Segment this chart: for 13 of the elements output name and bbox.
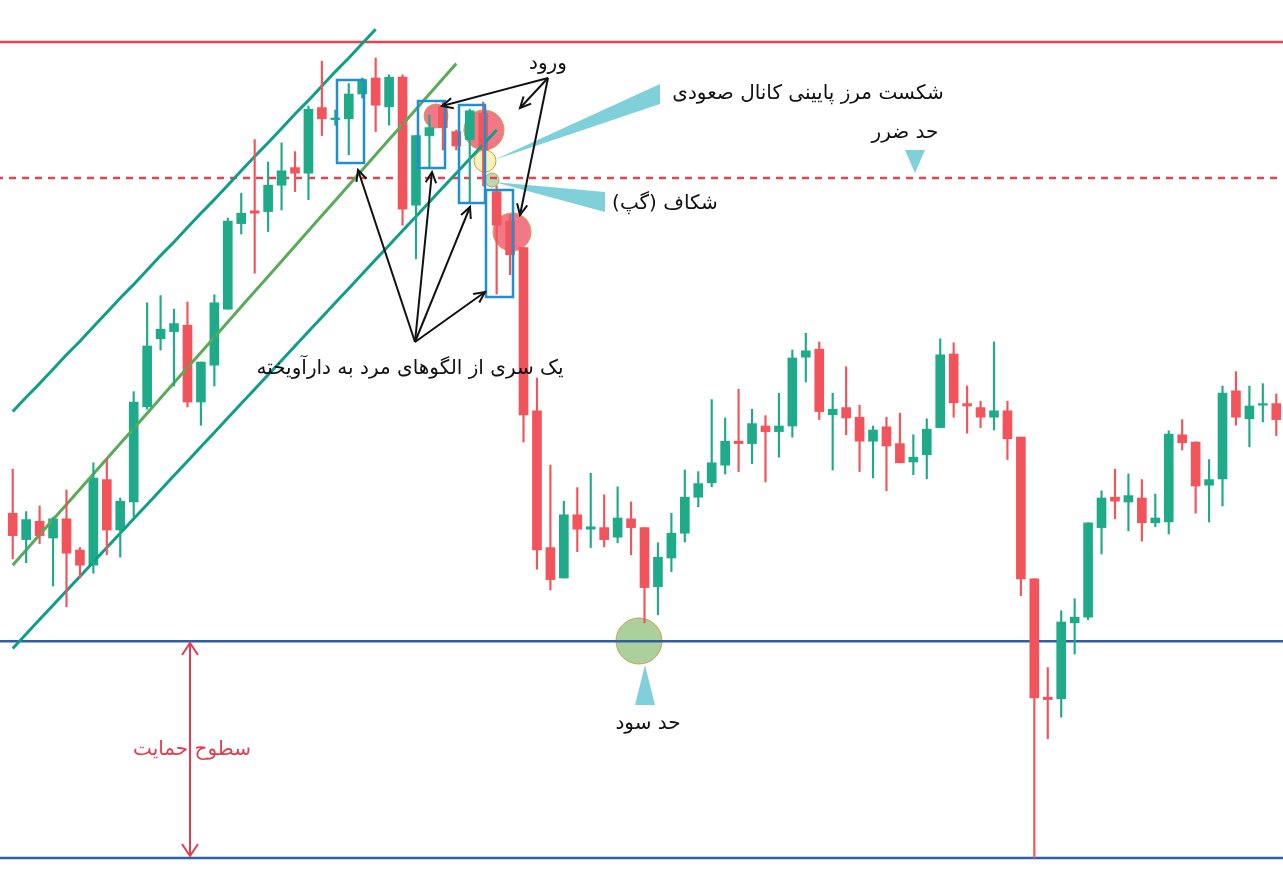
candlestick [989,341,999,431]
annotation: سطوح حمایت [133,736,251,760]
annotation: شکست مرز پایینی کانال صعودی [672,80,944,104]
candlestick [1258,383,1268,423]
annotation: شکاف (گپ) [612,190,718,214]
candlestick [249,139,260,274]
candlestick [800,332,811,383]
candlestick [1204,459,1214,523]
ref-line-label: حد ضرر [870,119,939,143]
annotation: حد سود [615,710,681,734]
annotation: ورود [529,50,567,74]
candlestick [290,151,300,192]
candlestick [585,472,596,548]
